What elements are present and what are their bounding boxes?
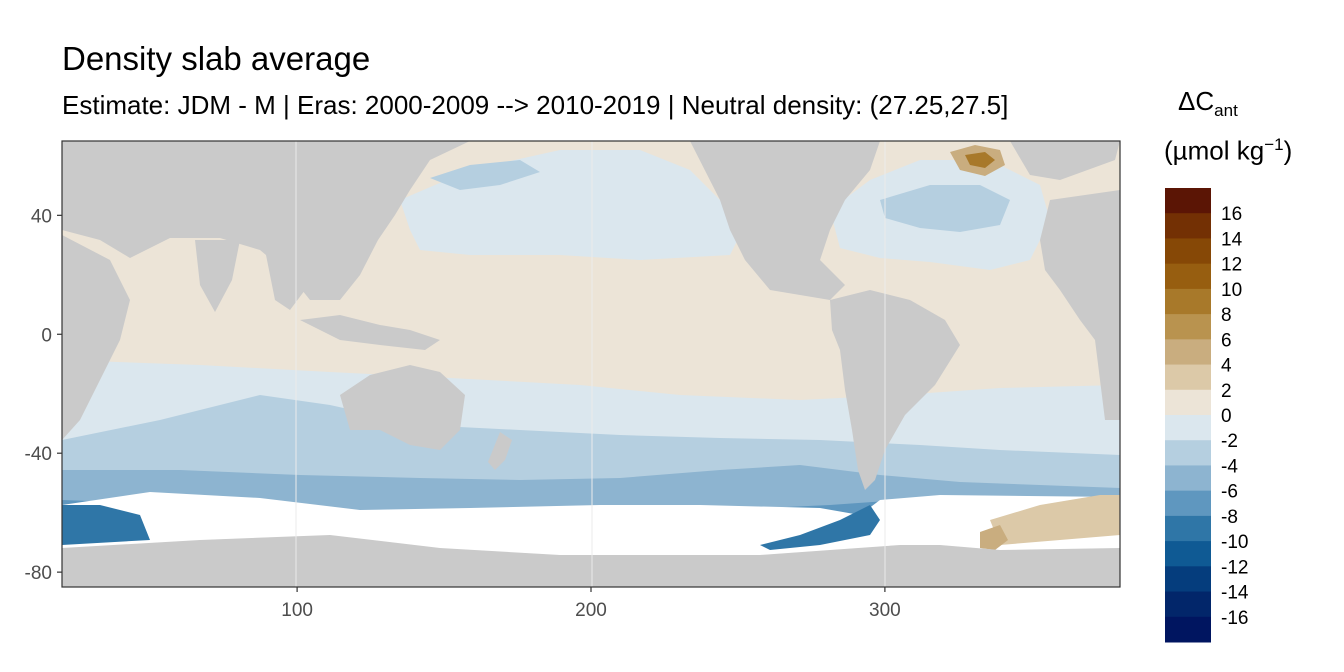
legend-swatch bbox=[1165, 591, 1211, 618]
land-greenland bbox=[1010, 141, 1120, 180]
x-tick-label: 300 bbox=[869, 600, 901, 621]
legend-label: -4 bbox=[1221, 456, 1238, 477]
legend-label: -12 bbox=[1221, 557, 1248, 578]
land-europe-africa-right bbox=[1040, 190, 1120, 420]
legend-swatch bbox=[1165, 364, 1211, 391]
legend-swatch bbox=[1165, 465, 1211, 492]
legend-label: -6 bbox=[1221, 482, 1238, 503]
north-atlantic-darker bbox=[880, 185, 1010, 232]
y-tick-label: -80 bbox=[25, 563, 52, 584]
land-new-zealand bbox=[488, 432, 512, 470]
x-tick-label: 100 bbox=[281, 600, 313, 621]
weddell-warm bbox=[990, 495, 1120, 545]
legend-swatch bbox=[1165, 238, 1211, 265]
legend-label: 8 bbox=[1221, 305, 1232, 326]
legend-label: 2 bbox=[1221, 381, 1232, 402]
legend-swatch bbox=[1165, 541, 1211, 567]
legend-swatch bbox=[1165, 339, 1211, 366]
legend-title-sub: ant bbox=[1214, 101, 1238, 121]
legend-title-line1: ΔCant bbox=[1178, 86, 1238, 121]
land-africa-east bbox=[62, 235, 130, 440]
legend-label: -16 bbox=[1221, 608, 1248, 629]
land-south-america bbox=[830, 290, 960, 490]
y-tick-label: 40 bbox=[31, 206, 52, 227]
legend-label: -8 bbox=[1221, 507, 1238, 528]
labrador-warm-core bbox=[965, 152, 995, 168]
map-panel bbox=[62, 141, 1120, 587]
legend-label: -14 bbox=[1221, 583, 1249, 604]
land-north-america bbox=[690, 141, 880, 300]
legend-swatch bbox=[1165, 490, 1211, 517]
legend-swatch bbox=[1165, 515, 1211, 542]
legend-swatch bbox=[1165, 440, 1211, 466]
legend-swatch bbox=[1165, 616, 1211, 643]
legend-swatch bbox=[1165, 188, 1211, 214]
legend-unit-sup: −1 bbox=[1264, 135, 1284, 154]
legend-title-line2: (µmol kg−1) bbox=[1164, 135, 1292, 167]
land-indochina bbox=[265, 250, 305, 310]
grid-lines bbox=[295, 141, 886, 587]
legend-swatch bbox=[1165, 566, 1211, 593]
y-tick-label: 0 bbox=[41, 325, 52, 346]
legend-unit-post: ) bbox=[1283, 135, 1293, 166]
chart-subtitle: Estimate: JDM - M | Eras: 2000-2009 --> … bbox=[62, 90, 1009, 120]
legend-label: 0 bbox=[1221, 406, 1232, 427]
land-antarctica bbox=[62, 535, 1120, 587]
land-eurasia bbox=[62, 141, 470, 300]
legend-swatch bbox=[1165, 213, 1211, 239]
legend-title-delta: ΔC bbox=[1178, 86, 1215, 116]
weddell-warm-core bbox=[980, 525, 1008, 550]
legend-label: 6 bbox=[1221, 330, 1232, 351]
legend-colorbar: 16 14 12 10 8 6 4 2 0 -2 -4 -6 -8 -10 -12 -14 -16 bbox=[1165, 188, 1249, 643]
legend-swatch bbox=[1165, 389, 1211, 416]
amundsen-blue bbox=[760, 505, 880, 550]
legend-label: 10 bbox=[1221, 280, 1242, 301]
legend-unit-pre: (µmol kg bbox=[1164, 135, 1265, 166]
land-india bbox=[195, 240, 240, 312]
legend-swatch bbox=[1165, 314, 1211, 340]
x-tick-label: 200 bbox=[575, 600, 607, 621]
legend-label: 14 bbox=[1221, 229, 1243, 250]
legend-label: 4 bbox=[1221, 356, 1232, 377]
y-tick-label: -40 bbox=[25, 444, 52, 465]
chart-title: Density slab average bbox=[62, 40, 371, 77]
legend-swatch bbox=[1165, 415, 1211, 441]
ross-sea-blue bbox=[62, 505, 150, 545]
legend-label: 12 bbox=[1221, 255, 1242, 276]
north-pacific-darker bbox=[430, 160, 540, 190]
land-australia bbox=[340, 365, 465, 450]
land-indonesia bbox=[300, 315, 440, 350]
legend-label: 16 bbox=[1221, 204, 1242, 225]
legend-label: -10 bbox=[1221, 532, 1248, 553]
legend-label: -2 bbox=[1221, 431, 1238, 452]
legend-swatch bbox=[1165, 288, 1211, 315]
legend-swatch bbox=[1165, 263, 1211, 290]
